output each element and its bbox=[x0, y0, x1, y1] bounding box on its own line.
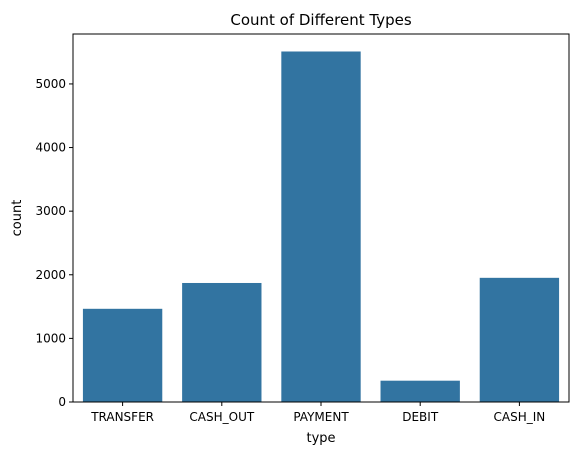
bars-group bbox=[82, 51, 560, 402]
bar-payment bbox=[281, 51, 361, 402]
y-axis-label: count bbox=[10, 200, 25, 237]
bar-transfer bbox=[82, 308, 163, 402]
y-tick-label: 5000 bbox=[35, 77, 66, 91]
y-axis-ticks: 0 1000 2000 3000 4000 5000 bbox=[35, 77, 73, 409]
x-tick-label: PAYMENT bbox=[293, 410, 349, 424]
y-tick-label: 2000 bbox=[35, 268, 66, 282]
y-tick-label: 0 bbox=[58, 395, 66, 409]
bar-cash-out bbox=[182, 282, 262, 402]
y-tick-label: 4000 bbox=[35, 141, 66, 155]
x-axis-ticks: TRANSFER CASH_OUT PAYMENT DEBIT CASH_IN bbox=[90, 402, 545, 424]
chart-title: Count of Different Types bbox=[230, 11, 411, 29]
x-tick-label: CASH_OUT bbox=[189, 410, 254, 424]
x-tick-label: DEBIT bbox=[402, 410, 439, 424]
bar-cash-in bbox=[479, 277, 560, 402]
bar-debit bbox=[380, 380, 460, 402]
x-tick-label: CASH_IN bbox=[494, 410, 546, 424]
y-tick-label: 1000 bbox=[35, 331, 66, 345]
x-axis-label: type bbox=[306, 431, 335, 446]
x-tick-label: TRANSFER bbox=[90, 410, 154, 424]
y-tick-label: 3000 bbox=[35, 204, 66, 218]
plot-frame bbox=[72, 33, 570, 403]
